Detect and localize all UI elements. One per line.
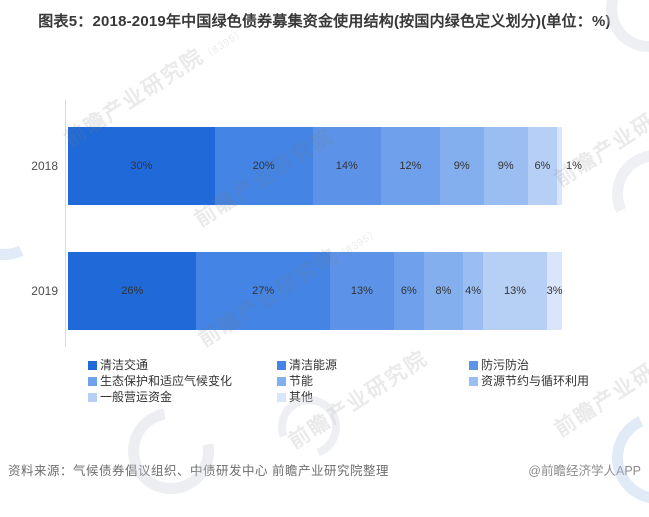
legend-swatch-icon xyxy=(277,377,286,386)
value-label: 13% xyxy=(350,285,373,297)
legend-swatch-icon xyxy=(277,361,286,370)
source-note: 资料来源：气候债券倡议组织、中债研发中心 前瞻产业研究院整理 xyxy=(8,464,389,478)
category-label: 2018 xyxy=(31,159,58,173)
bar-segment: 14% xyxy=(312,127,381,205)
legend-swatch-icon xyxy=(469,361,478,370)
y-axis-line xyxy=(65,100,66,347)
value-label: 9% xyxy=(453,160,470,172)
stacked-bar: 30% 20% 14% 12% 9% 9% 6% 1% xyxy=(68,127,582,205)
legend-item: 清洁能源 xyxy=(277,358,469,373)
credit-note: @前瞻经济学人APP xyxy=(528,464,641,478)
category-label: 2019 xyxy=(31,284,58,298)
bar-segment: 9% xyxy=(439,127,484,205)
legend: 清洁交通 清洁能源 防污防治生态保护和适应气候变化 节能 资源节约与循环利用一般营运资金… xyxy=(88,358,644,405)
bar-segment: 30% xyxy=(68,127,215,205)
bar-segment: 26% xyxy=(68,252,197,330)
legend-label: 一般营运资金 xyxy=(100,390,173,404)
value-label: 26% xyxy=(121,285,144,297)
legend-item: 防污防治 xyxy=(469,358,644,373)
stacked-bar: 26% 27% 13% 6% 8% 4% 13% 3% xyxy=(68,252,563,330)
value-label: 1% xyxy=(566,160,582,172)
legend-label: 生态保护和适应气候变化 xyxy=(100,374,233,388)
bar-segment: 6% xyxy=(394,252,424,330)
legend-swatch-icon xyxy=(277,393,286,402)
legend-item: 生态保护和适应气候变化 xyxy=(88,374,277,389)
legend-item: 清洁交通 xyxy=(88,358,277,373)
value-label: 8% xyxy=(435,285,452,297)
bar-segment: 13% xyxy=(329,252,395,330)
bar-segment: 6% xyxy=(527,127,558,205)
legend-label: 清洁能源 xyxy=(289,358,338,372)
legend-item: 节能 xyxy=(277,374,469,389)
legend-label: 资源节约与循环利用 xyxy=(481,374,590,388)
bar-segment: 9% xyxy=(483,127,528,205)
legend-label: 节能 xyxy=(289,374,314,388)
legend-item: 其他 xyxy=(277,390,469,405)
legend-swatch-icon xyxy=(88,377,97,386)
value-label: 13% xyxy=(504,285,527,297)
value-label: 6% xyxy=(534,160,551,172)
value-label: 9% xyxy=(497,160,514,172)
value-label: 27% xyxy=(252,285,275,297)
value-label: 4% xyxy=(465,285,481,297)
value-label: 20% xyxy=(252,160,275,172)
bar-segment: 27% xyxy=(196,252,330,330)
legend-item: 资源节约与循环利用 xyxy=(469,374,644,389)
bar-segment: 4% xyxy=(463,252,483,330)
value-label: 30% xyxy=(130,160,153,172)
bar-segment xyxy=(557,127,562,205)
legend-item: 一般营运资金 xyxy=(88,390,277,405)
legend-label: 防污防治 xyxy=(481,358,530,372)
value-label: 6% xyxy=(400,285,417,297)
value-label: 12% xyxy=(399,160,422,172)
bar-segment: 8% xyxy=(423,252,464,330)
legend-swatch-icon xyxy=(88,393,97,402)
bar-segment: 20% xyxy=(214,127,313,205)
legend-label: 其他 xyxy=(289,390,314,404)
chart-title: 图表5：2018-2019年中国绿色债券募集资金使用结构(按国内绿色定义划分)(… xyxy=(38,13,611,30)
bar-segment: 12% xyxy=(381,127,440,205)
value-label: 3% xyxy=(546,285,563,297)
legend-swatch-icon xyxy=(88,361,97,370)
bar-segment: 3% xyxy=(546,252,563,330)
legend-swatch-icon xyxy=(469,377,478,386)
bar-segment: 13% xyxy=(482,252,548,330)
legend-label: 清洁交通 xyxy=(100,358,149,372)
chart-area: 2018 30% 20% 14% 12% 9% 9% 6% 1% 2019 26% 27% 13% 6% 8… xyxy=(31,100,582,347)
value-label: 14% xyxy=(335,160,358,172)
